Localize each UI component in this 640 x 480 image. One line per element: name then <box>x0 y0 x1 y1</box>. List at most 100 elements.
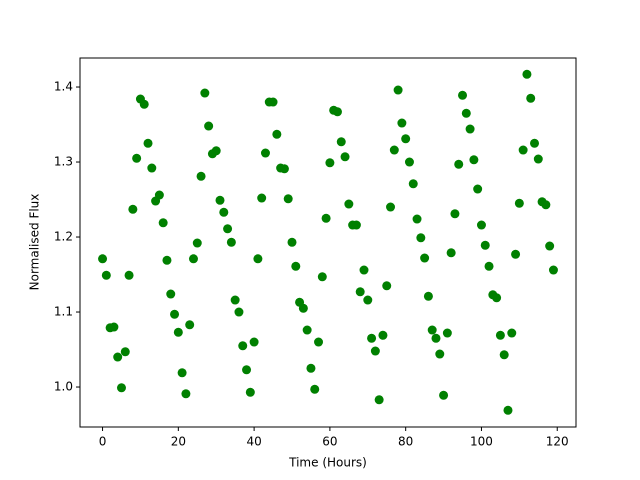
x-tick-label: 120 <box>546 435 569 449</box>
point <box>162 255 172 265</box>
point <box>480 240 490 250</box>
point <box>170 309 180 319</box>
y-tick-label: 1.2 <box>54 230 73 244</box>
point <box>378 330 388 340</box>
point <box>166 289 176 299</box>
point <box>192 238 202 248</box>
point <box>196 171 206 181</box>
x-tick-label: 20 <box>171 435 186 449</box>
point <box>158 218 168 228</box>
point <box>98 254 108 264</box>
point <box>476 220 486 230</box>
point <box>147 163 157 173</box>
point <box>393 85 403 95</box>
point <box>317 272 327 282</box>
point <box>450 209 460 219</box>
point <box>435 349 445 359</box>
point <box>291 261 301 271</box>
point <box>249 337 259 347</box>
point <box>397 118 407 128</box>
x-tick-label: 80 <box>398 435 413 449</box>
point <box>242 365 252 375</box>
point <box>325 158 335 168</box>
point <box>181 389 191 399</box>
point <box>469 155 479 165</box>
point <box>408 179 418 189</box>
point <box>109 322 119 332</box>
point <box>351 220 361 230</box>
point <box>279 164 289 174</box>
point <box>427 325 437 335</box>
point <box>245 387 255 397</box>
point <box>439 390 449 400</box>
point <box>412 214 422 224</box>
point <box>132 153 142 163</box>
point <box>116 383 126 393</box>
point <box>541 200 551 210</box>
point <box>499 350 509 360</box>
point <box>484 261 494 271</box>
point <box>404 157 414 167</box>
point <box>257 193 267 203</box>
point <box>442 328 452 338</box>
plot-frame <box>79 57 577 428</box>
point <box>446 248 456 258</box>
point <box>287 237 297 247</box>
point <box>200 88 210 98</box>
point <box>306 363 316 373</box>
point <box>120 347 130 357</box>
point <box>101 270 111 280</box>
point <box>272 129 282 139</box>
point <box>355 287 365 297</box>
point <box>420 253 430 263</box>
point <box>321 213 331 223</box>
point <box>454 159 464 169</box>
x-tick-label: 100 <box>470 435 493 449</box>
x-tick-label: 60 <box>322 435 337 449</box>
y-tick-label: 1.4 <box>54 80 73 94</box>
point <box>234 307 244 317</box>
point <box>503 405 513 415</box>
point <box>219 207 229 217</box>
point <box>389 145 399 155</box>
point <box>465 124 475 134</box>
point <box>382 281 392 291</box>
point <box>522 69 532 79</box>
point <box>283 194 293 204</box>
point <box>177 368 187 378</box>
point <box>374 395 384 405</box>
point <box>431 333 441 343</box>
point <box>238 341 248 351</box>
point <box>173 327 183 337</box>
point <box>298 303 308 313</box>
point <box>310 384 320 394</box>
point <box>473 184 483 194</box>
point <box>230 295 240 305</box>
point <box>268 97 278 107</box>
point <box>260 148 270 158</box>
point <box>211 146 221 156</box>
point <box>188 254 198 264</box>
y-axis-label: Normalised Flux <box>28 194 42 291</box>
point <box>143 138 153 148</box>
point <box>128 204 138 214</box>
point <box>215 195 225 205</box>
point <box>302 325 312 335</box>
point <box>458 90 468 100</box>
x-tick-label: 0 <box>99 435 107 449</box>
point <box>223 224 233 234</box>
point <box>461 108 471 118</box>
point <box>226 237 236 247</box>
point <box>492 293 502 303</box>
point <box>416 233 426 243</box>
point <box>518 145 528 155</box>
point <box>336 137 346 147</box>
point <box>530 138 540 148</box>
point <box>253 254 263 264</box>
point <box>511 249 521 259</box>
point <box>370 346 380 356</box>
point <box>363 295 373 305</box>
point <box>154 190 164 200</box>
point <box>344 199 354 209</box>
